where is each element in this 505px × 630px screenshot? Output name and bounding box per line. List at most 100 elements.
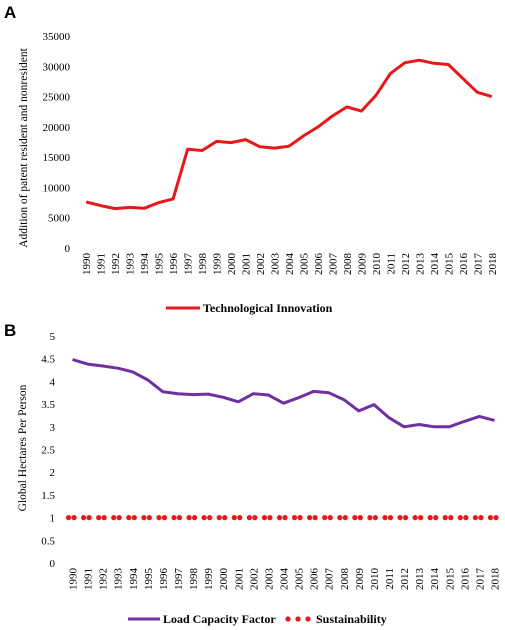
panel-b: B Global Hectares Per Person 0 0.5 1 1.5 2 2.… <box>4 321 501 626</box>
data-point <box>493 515 499 521</box>
legend-dot <box>305 616 311 622</box>
data-point <box>427 515 433 521</box>
x-tick-label: 2018 <box>487 253 499 276</box>
panel-b-series <box>65 358 499 521</box>
y-tick-label: 4 <box>50 376 56 388</box>
data-point <box>367 515 373 521</box>
data-point <box>216 515 222 521</box>
legend-dot <box>295 616 301 622</box>
x-tick-label: 1994 <box>128 568 140 591</box>
x-tick-label: 2012 <box>400 253 412 275</box>
data-point <box>442 515 448 521</box>
x-tick-label: 2008 <box>342 253 354 276</box>
x-tick-label: 1992 <box>110 253 122 275</box>
data-point <box>116 515 122 521</box>
x-tick-label: 2015 <box>443 253 455 276</box>
panel-a-letter: A <box>4 3 16 22</box>
data-point <box>156 515 162 521</box>
x-tick-label: 2013 <box>414 253 426 276</box>
series-line-technological-innovation <box>85 58 493 211</box>
x-tick-label: 2000 <box>218 568 230 591</box>
y-tick-label: 0 <box>65 243 71 255</box>
y-tick-label: 0 <box>50 558 56 570</box>
x-tick-label: 2004 <box>279 568 291 591</box>
legend-dot <box>285 616 291 622</box>
x-tick-label: 1995 <box>143 568 155 591</box>
data-point <box>463 515 469 521</box>
x-tick-label: 2005 <box>298 253 310 276</box>
data-point <box>207 515 213 521</box>
data-point <box>282 515 288 521</box>
y-tick-label: 1.5 <box>41 490 55 502</box>
panel-b-x-ticks: 1990 1991 1992 1993 1994 1995 1996 1997 1998 1999… <box>68 568 502 591</box>
x-tick-label: 2015 <box>444 568 456 591</box>
series-line-load-capacity-factor <box>72 358 495 429</box>
data-point <box>81 515 87 521</box>
x-tick-label: 1990 <box>68 568 80 591</box>
x-tick-label: 1994 <box>139 253 151 276</box>
data-point <box>448 515 454 521</box>
y-tick-label: 3.5 <box>41 399 55 411</box>
data-point <box>472 515 478 521</box>
data-point <box>71 515 77 521</box>
data-point <box>237 515 243 521</box>
data-point <box>201 515 207 521</box>
y-tick-label: 15000 <box>43 152 71 164</box>
y-tick-label: 5 <box>50 331 56 343</box>
data-point <box>357 515 363 521</box>
data-point <box>101 515 107 521</box>
data-point <box>342 515 348 521</box>
x-tick-label: 2006 <box>313 253 325 276</box>
y-tick-label: 30000 <box>43 61 71 73</box>
data-point <box>146 515 152 521</box>
x-tick-label: 2016 <box>458 253 470 276</box>
data-point <box>312 515 318 521</box>
legend-label-technological-innovation: Technological Innovation <box>203 301 333 315</box>
x-tick-label: 2006 <box>309 568 321 591</box>
x-tick-label: 2001 <box>241 253 253 275</box>
data-point <box>261 515 268 521</box>
x-tick-label: 2010 <box>371 253 383 276</box>
x-tick-label: 2000 <box>226 253 238 276</box>
panel-a-x-ticks: 1990 1991 1992 1993 1994 1995 1996 1997 1998 1999… <box>81 253 499 276</box>
y-tick-label: 10000 <box>43 182 71 194</box>
data-point <box>322 515 328 521</box>
x-tick-label: 2017 <box>472 253 484 276</box>
y-tick-label: 2.5 <box>41 445 55 457</box>
x-tick-label: 1997 <box>173 568 185 591</box>
data-point <box>96 515 102 521</box>
data-point <box>222 515 228 521</box>
x-tick-label: 1998 <box>197 253 209 276</box>
y-tick-label: 3 <box>50 422 56 434</box>
data-point <box>412 515 418 521</box>
x-tick-label: 2017 <box>474 568 486 591</box>
x-tick-label: 1991 <box>83 568 95 590</box>
x-tick-label: 2018 <box>489 568 501 591</box>
x-tick-label: 2007 <box>327 253 339 276</box>
panel-a-series <box>85 58 493 211</box>
y-tick-label: 1 <box>50 513 56 525</box>
data-point <box>111 515 117 521</box>
data-point <box>126 515 132 521</box>
y-tick-label: 2 <box>50 467 56 479</box>
x-tick-label: 2008 <box>339 568 351 591</box>
data-point <box>372 515 379 521</box>
x-tick-label: 2011 <box>385 253 397 275</box>
y-tick-label: 0.5 <box>41 535 55 547</box>
y-tick-label: 35000 <box>43 31 71 43</box>
data-point <box>397 515 403 521</box>
data-point <box>131 515 137 521</box>
data-point <box>86 515 92 521</box>
x-tick-label: 2007 <box>324 568 336 591</box>
panel-b-y-axis-label: Global Hectares Per Person <box>17 384 29 511</box>
data-point <box>478 515 484 521</box>
x-tick-label: 1991 <box>96 253 108 275</box>
x-tick-label: 2002 <box>255 253 267 275</box>
data-point <box>276 515 283 521</box>
x-tick-label: 2010 <box>369 568 381 591</box>
data-point <box>337 515 343 521</box>
data-point <box>246 515 252 521</box>
x-tick-label: 1993 <box>125 253 137 276</box>
data-point <box>176 515 183 521</box>
legend-swatch-sustainability <box>285 616 311 622</box>
